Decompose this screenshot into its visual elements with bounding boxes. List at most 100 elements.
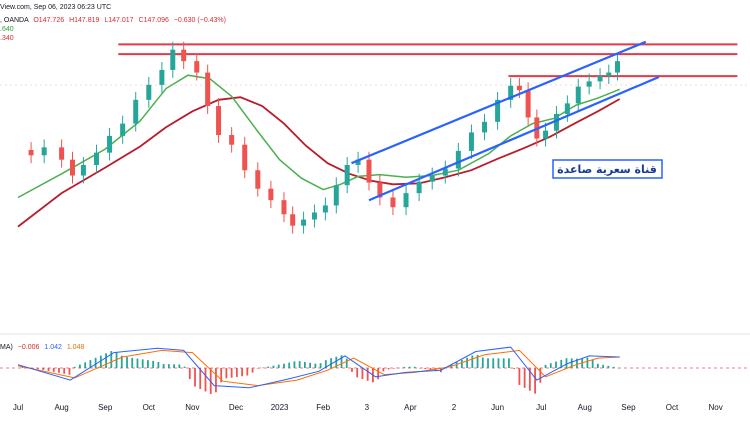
macd-histogram-bar: [225, 368, 228, 379]
macd-histogram-bar: [105, 353, 107, 368]
candle-body: [80, 164, 86, 176]
macd-histogram-bar: [549, 363, 552, 368]
macd-histogram-bar: [612, 366, 615, 368]
macd-histogram-bar: [398, 367, 400, 369]
candles: [28, 41, 620, 234]
candle-body: [455, 150, 461, 169]
macd-histogram-bar: [68, 368, 71, 375]
macd-histogram-bar: [173, 364, 175, 368]
macd-histogram-bar: [502, 358, 505, 368]
macd-histogram-bar: [455, 362, 458, 368]
ma-slow-value: .340: [0, 35, 14, 42]
macd-histogram-bar: [89, 360, 92, 368]
x-tick-label: 2: [452, 403, 457, 412]
macd-histogram-bar: [492, 358, 495, 368]
macd-histogram-bar: [617, 367, 620, 369]
candle-body: [133, 99, 139, 124]
candle-body: [181, 49, 187, 62]
x-tick-label: Nov: [708, 403, 722, 412]
candle-body: [575, 86, 581, 104]
candle-body: [59, 147, 65, 160]
candle-body: [41, 147, 47, 156]
macd-histogram-bar: [99, 355, 102, 368]
macd-histogram-bar: [262, 367, 264, 369]
candle-body: [229, 135, 235, 145]
macd-histogram-bar: [429, 368, 432, 371]
macd-histogram-bar: [84, 362, 87, 368]
macd-histogram-bar: [539, 368, 542, 383]
macd-histogram-bar: [576, 358, 578, 368]
candle-body: [442, 168, 448, 176]
candle-body: [93, 152, 99, 165]
macd-histogram-bar: [162, 364, 165, 368]
macd-histogram-bar: [283, 363, 285, 368]
candle-body: [281, 200, 287, 215]
macd-histogram-bar: [293, 361, 296, 368]
macd-histogram-bar: [351, 368, 353, 372]
macd-histogram-bar: [408, 366, 411, 368]
channel-upper-line: [351, 40, 647, 165]
ohlc-high: H147.819: [69, 17, 99, 24]
candle-body: [416, 181, 422, 194]
candle-body: [525, 90, 531, 118]
macd-histogram-bar: [63, 368, 66, 374]
ma-slow-line: [17, 96, 621, 228]
macd-histogram-bar: [466, 357, 468, 368]
x-tick-label: 2023: [271, 403, 289, 412]
header-title: View.com, Sep 06, 2023 06:23 UTC: [0, 4, 111, 11]
annotation-box: [552, 159, 663, 179]
macd-histogram-bar: [382, 368, 385, 372]
macd-histogram-bar: [183, 366, 186, 368]
x-tick-label: Apr: [404, 403, 417, 412]
ohlc-close: C147.096: [139, 17, 169, 24]
candle-body: [468, 132, 474, 151]
pane-separator: [0, 84, 750, 369]
x-tick-label: Dec: [229, 403, 243, 412]
candle-body: [390, 197, 396, 208]
macd-histogram-bar: [309, 362, 312, 368]
macd-histogram-bar: [345, 358, 348, 368]
macd-histogram-bar: [518, 368, 521, 385]
macd-line: [17, 346, 620, 389]
macd-histogram-bar: [481, 357, 484, 368]
ascending-channel: [351, 40, 660, 202]
macd-histogram-bar: [194, 368, 196, 387]
x-tick-label: Jul: [13, 403, 23, 412]
macd-histogram-bar: [52, 368, 55, 372]
macd-label: MA): [0, 344, 13, 351]
macd-histogram-bar: [136, 358, 139, 368]
macd-histogram-bar: [497, 358, 500, 368]
x-tick-label: Sep: [621, 403, 636, 412]
macd-histogram-bar: [314, 363, 317, 368]
macd-histogram-bar: [565, 358, 568, 368]
macd-histogram-bar: [460, 359, 463, 368]
candle-body: [355, 159, 361, 165]
x-tick-label: Aug: [54, 403, 68, 412]
macd-histogram-bar: [513, 368, 516, 369]
macd-signal-line: [17, 349, 620, 387]
macd-histogram-bar: [147, 360, 149, 368]
candle-body: [586, 81, 592, 87]
macd-histogram-bar: [528, 368, 531, 391]
candle-body: [268, 188, 274, 201]
x-tick-label: 3: [365, 403, 370, 412]
macd-histogram-bar: [596, 363, 599, 368]
macd-histogram-bar: [356, 368, 359, 378]
candle-body: [311, 212, 317, 220]
candle-body: [216, 106, 222, 136]
macd-histogram-bar: [366, 368, 369, 381]
macd-histogram-bar: [79, 364, 81, 368]
candle-body: [290, 214, 296, 226]
macd-histogram-bar: [157, 362, 160, 368]
x-tick-label: Aug: [578, 403, 592, 412]
macd-histogram-bar: [235, 368, 238, 377]
candle-body: [495, 99, 501, 122]
macd-histogram-bar: [544, 364, 547, 368]
annotation-label: قناة سعرية صاعدة: [557, 163, 657, 176]
candle-body: [564, 103, 570, 114]
candle-body: [146, 84, 152, 100]
macd-histogram-bar: [413, 366, 416, 368]
macd-histogram-bar: [267, 366, 270, 368]
macd-histogram-bar: [377, 368, 380, 380]
